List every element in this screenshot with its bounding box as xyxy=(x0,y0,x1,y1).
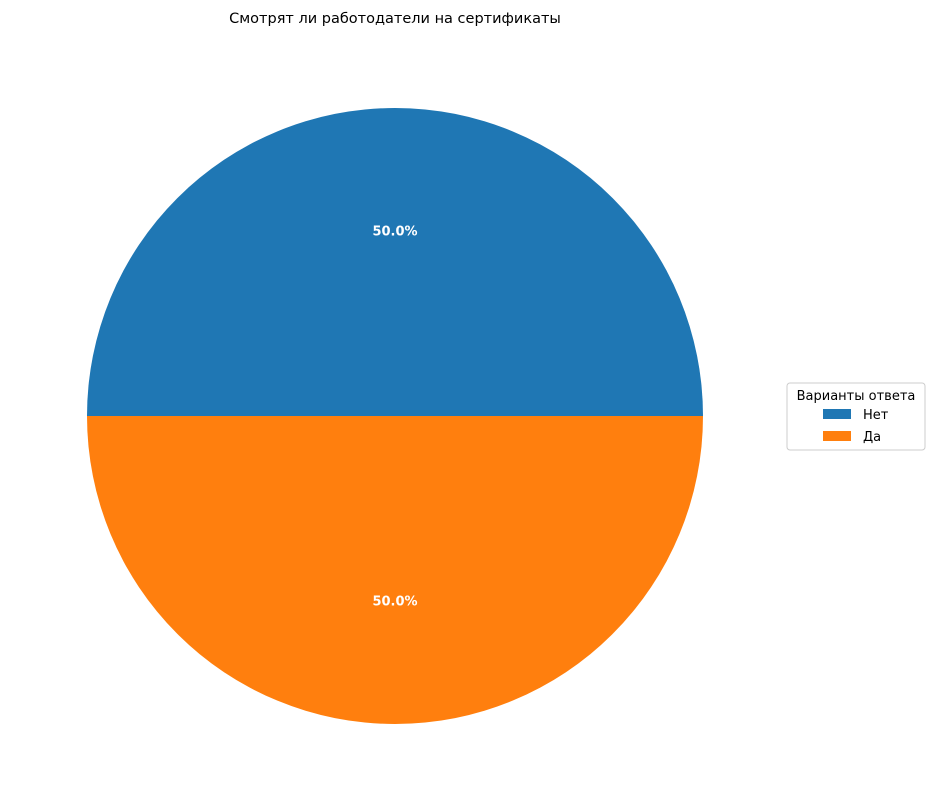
legend: Варианты ответа Нет Да xyxy=(786,382,926,451)
pie-slice-Нет xyxy=(87,108,703,416)
legend-label: Нет xyxy=(863,408,889,423)
legend-frame xyxy=(786,382,926,451)
pie-slice-Да xyxy=(87,416,703,724)
legend-entries: Нет Да xyxy=(823,408,889,445)
legend-title: Варианты ответа xyxy=(797,389,916,404)
pie-percent-labels: 50.0% 50.0% xyxy=(372,225,417,610)
legend-swatch-Да xyxy=(823,431,851,441)
pie-percent-label: 50.0% xyxy=(372,594,417,609)
legend-label: Да xyxy=(863,430,881,445)
legend-swatch-Нет xyxy=(823,409,851,419)
pie-slices xyxy=(87,108,703,724)
chart-title: Смотрят ли работодатели на сертификаты xyxy=(229,11,561,27)
pie-percent-label: 50.0% xyxy=(372,225,417,240)
